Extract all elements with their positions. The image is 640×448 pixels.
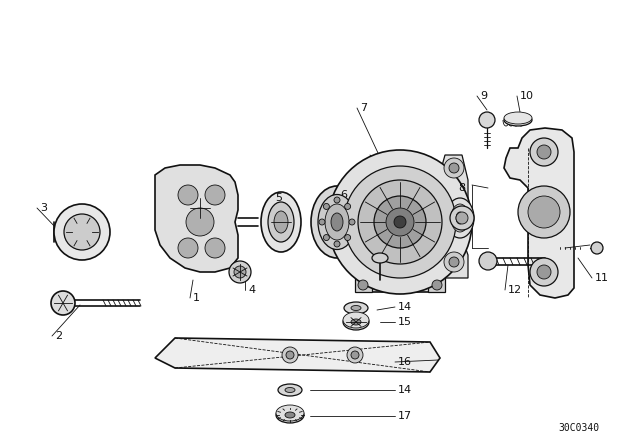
Circle shape [358,280,368,290]
Text: 5: 5 [275,193,282,203]
Ellipse shape [343,312,369,328]
Circle shape [479,112,495,128]
Circle shape [444,252,464,272]
Ellipse shape [318,194,356,250]
Circle shape [591,242,603,254]
Text: 9: 9 [480,91,487,101]
Ellipse shape [276,407,304,423]
Polygon shape [155,338,440,372]
Circle shape [537,145,551,159]
Circle shape [344,203,351,210]
Circle shape [344,166,456,278]
Ellipse shape [343,314,369,330]
Circle shape [64,214,100,250]
Circle shape [449,257,459,267]
Ellipse shape [278,384,302,396]
Circle shape [394,216,406,228]
Circle shape [528,196,560,228]
Circle shape [479,252,497,270]
Circle shape [186,208,214,236]
Circle shape [344,235,351,241]
Circle shape [178,185,198,205]
Circle shape [51,291,75,315]
Circle shape [334,197,340,203]
Ellipse shape [451,204,469,232]
Text: 13: 13 [398,257,412,267]
Circle shape [328,150,472,294]
Circle shape [374,196,426,248]
Circle shape [347,347,363,363]
Text: 1: 1 [193,293,200,303]
Text: 11: 11 [595,273,609,283]
Ellipse shape [274,211,288,233]
Circle shape [386,208,414,236]
Circle shape [351,351,359,359]
Circle shape [323,235,330,241]
Text: 3: 3 [40,203,47,213]
Circle shape [450,206,474,230]
Text: 30C0340: 30C0340 [558,423,599,433]
Ellipse shape [504,114,532,126]
Text: 12: 12 [508,285,522,295]
Ellipse shape [504,112,532,124]
Polygon shape [428,278,445,292]
Circle shape [456,212,468,224]
Ellipse shape [276,405,304,421]
Polygon shape [504,128,574,298]
Circle shape [518,186,570,238]
Ellipse shape [285,412,295,418]
Circle shape [178,238,198,258]
Text: 2: 2 [55,331,62,341]
Circle shape [323,203,330,210]
Polygon shape [438,238,468,278]
Circle shape [432,280,442,290]
Text: 17: 17 [398,411,412,421]
Text: 16: 16 [398,357,412,367]
Circle shape [229,261,251,283]
Circle shape [358,180,442,264]
Ellipse shape [285,388,295,392]
Circle shape [334,241,340,247]
Circle shape [444,158,464,178]
Ellipse shape [344,302,368,314]
Circle shape [282,347,298,363]
Text: 15: 15 [398,317,412,327]
Circle shape [537,265,551,279]
Circle shape [530,138,558,166]
Circle shape [530,258,558,286]
Ellipse shape [351,319,361,325]
Text: 14: 14 [398,385,412,395]
Circle shape [205,238,225,258]
Polygon shape [155,165,238,272]
Text: 8: 8 [458,183,465,193]
Ellipse shape [261,192,301,252]
Polygon shape [438,155,468,200]
Text: 4: 4 [248,285,255,295]
Text: 10: 10 [520,91,534,101]
Polygon shape [375,278,425,288]
Circle shape [234,266,246,278]
Ellipse shape [456,212,464,224]
Ellipse shape [446,198,474,238]
Polygon shape [358,278,444,292]
Circle shape [449,163,459,173]
Text: 14: 14 [398,302,412,312]
Polygon shape [355,278,372,292]
Ellipse shape [325,204,349,240]
Text: 7: 7 [360,103,367,113]
Text: 6: 6 [340,190,347,200]
Circle shape [349,219,355,225]
Ellipse shape [331,213,343,231]
Circle shape [319,219,325,225]
Circle shape [54,204,110,260]
Ellipse shape [311,186,363,258]
Ellipse shape [372,253,388,263]
Ellipse shape [351,306,361,310]
Circle shape [205,185,225,205]
Ellipse shape [268,202,294,242]
Circle shape [286,351,294,359]
